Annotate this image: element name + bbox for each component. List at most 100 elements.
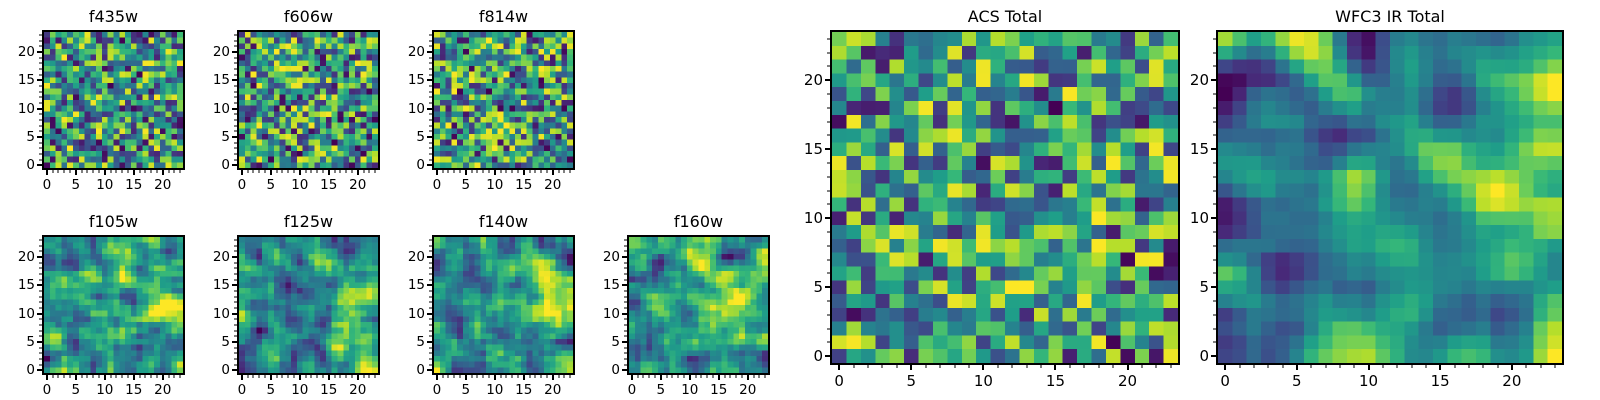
x-tick-mark	[368, 170, 370, 173]
x-tick-mark	[435, 170, 438, 175]
y-tick-mark	[1213, 162, 1216, 164]
x-tick-mark	[724, 375, 726, 378]
y-tick-mark	[37, 107, 42, 110]
y-tick-mark	[39, 130, 42, 132]
x-tick-mark	[345, 375, 347, 378]
x-tick-mark	[476, 170, 478, 173]
x-tick-mark	[517, 170, 519, 173]
x-tick-mark	[1054, 365, 1057, 370]
y-tick-mark	[429, 57, 432, 58]
y-tick-mark	[429, 324, 432, 326]
x-tick-label: 0	[432, 382, 442, 398]
x-tick-label: 0	[237, 177, 247, 193]
heatmap-canvas	[434, 237, 573, 373]
x-tick-mark	[753, 375, 755, 378]
x-tick-label: 10	[486, 177, 504, 193]
panel-f160w: f160w 0 5 10 15 20 0 5 10 15 20	[603, 212, 770, 398]
x-tick-mark	[853, 365, 855, 368]
y-tick-mark	[234, 239, 237, 241]
y-tick-label: 20	[602, 248, 620, 265]
x-tick-mark	[968, 365, 970, 368]
y-tick-mark	[1213, 328, 1216, 330]
y-tick-mark	[624, 358, 627, 360]
y-tick-mark	[39, 296, 42, 297]
y-tick-mark	[429, 290, 432, 292]
x-tick-mark	[447, 170, 449, 173]
y-tick-mark	[234, 130, 237, 132]
x-tick-mark	[471, 170, 473, 173]
x-tick-mark	[74, 170, 77, 175]
y-tick-mark	[39, 147, 42, 149]
y-tick-mark	[827, 38, 830, 40]
x-tick-mark	[351, 375, 353, 378]
y-tick-mark	[234, 324, 237, 326]
x-tick-mark	[139, 170, 141, 173]
y-tick-label: 5	[611, 333, 620, 350]
y-tick-mark	[234, 301, 237, 303]
y-tick-mark	[429, 296, 432, 297]
y-tick-mark	[827, 107, 830, 109]
y-tick-mark	[234, 159, 237, 160]
y-tick-mark	[39, 45, 42, 47]
y-tick-label: 15	[17, 277, 35, 294]
y-tick-mark	[427, 312, 432, 315]
x-tick-mark	[179, 375, 181, 378]
x-tick-mark	[368, 375, 370, 378]
x-tick-mark	[1425, 365, 1427, 368]
heatmap-canvas	[434, 32, 573, 168]
y-tick-mark	[427, 50, 432, 53]
x-tick-mark	[482, 375, 484, 378]
x-tick-mark	[351, 170, 353, 173]
x-tick-label: 20	[1117, 372, 1138, 390]
y-tick-mark	[827, 52, 830, 54]
y-tick-mark	[39, 142, 42, 143]
x-tick-mark	[156, 170, 158, 173]
y-tick-mark	[1211, 79, 1216, 82]
y-tick-mark	[234, 307, 237, 309]
y-tick-label: 10	[602, 305, 620, 322]
x-tick-mark	[252, 375, 254, 378]
x-tick-mark	[1098, 365, 1100, 368]
x-tick-mark	[156, 375, 158, 378]
y-tick-mark	[234, 245, 237, 246]
y-tick-mark	[1213, 259, 1216, 261]
x-tick-mark	[1353, 365, 1355, 368]
x-tick-mark	[540, 375, 542, 378]
y-tick-label: 15	[803, 140, 823, 159]
x-tick-mark	[551, 375, 554, 380]
x-tick-label: 15	[320, 177, 338, 193]
y-tick-mark	[234, 279, 237, 280]
x-tick-mark	[1468, 365, 1470, 368]
y-tick-mark	[622, 369, 627, 372]
y-tick-label: 20	[17, 248, 35, 265]
panel-title: f105w	[88, 212, 139, 231]
x-tick-mark	[240, 170, 243, 175]
y-tick-mark	[39, 318, 42, 320]
y-tick-label: 10	[407, 305, 425, 322]
y-tick-mark	[429, 40, 432, 41]
y-tick-mark	[1211, 286, 1216, 289]
x-tick-mark	[247, 170, 249, 173]
x-tick-mark	[569, 170, 571, 173]
x-tick-mark	[517, 375, 519, 378]
y-tick-label: 15	[17, 72, 35, 89]
y-tick-mark	[37, 340, 42, 343]
x-tick-mark	[115, 170, 117, 173]
y-tick-mark	[1213, 314, 1216, 316]
x-tick-mark	[511, 375, 513, 378]
y-tick-mark	[39, 96, 42, 98]
y-tick-mark	[1213, 300, 1216, 302]
y-tick-mark	[37, 369, 42, 372]
x-tick-mark	[86, 375, 88, 378]
y-tick-mark	[39, 91, 42, 92]
x-tick-label: 15	[1430, 372, 1450, 390]
x-tick-mark	[139, 375, 141, 378]
y-tick-mark	[1213, 134, 1216, 136]
x-tick-mark	[281, 170, 283, 173]
x-tick-mark	[700, 375, 702, 378]
x-tick-label: 10	[96, 382, 114, 398]
y-tick-mark	[39, 358, 42, 360]
y-tick-mark	[624, 307, 627, 309]
x-tick-mark	[150, 170, 152, 173]
y-tick-label: 0	[416, 157, 425, 174]
